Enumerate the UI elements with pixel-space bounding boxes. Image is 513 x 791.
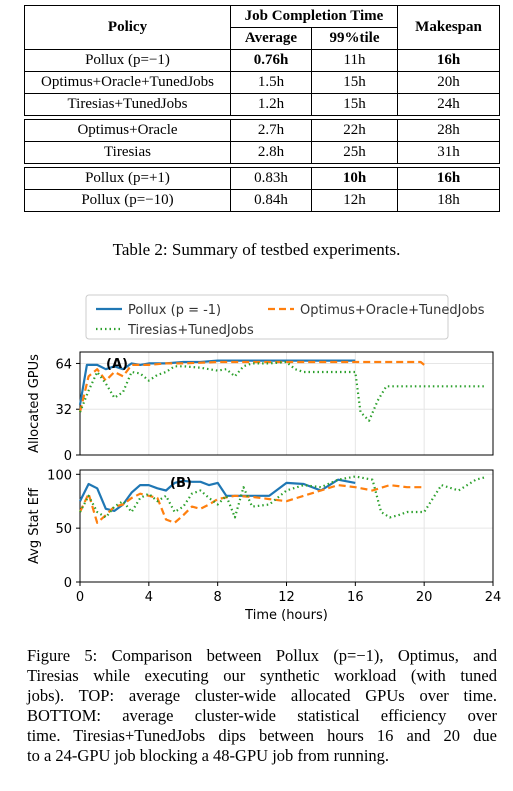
cell-p99: 25h: [311, 141, 398, 164]
caption-line: Figure 5: Comparison between Pollux (p=−…: [27, 646, 497, 665]
cell-avg: 1.2h: [230, 93, 312, 116]
cell-policy: Optimus+Oracle+TunedJobs: [24, 71, 231, 94]
cell-avg: 0.76h: [230, 49, 312, 72]
legend-label-3: Tiresias+TunedJobs: [127, 323, 254, 338]
table-row: Pollux (p=−1) 0.76h 11h 16h: [24, 49, 500, 72]
x-axis-label: Time (hours): [244, 608, 328, 623]
makespan-header: Makespan: [397, 5, 500, 50]
cell-makespan: 24h: [397, 93, 500, 116]
series-line-2: [78, 360, 425, 413]
cell-p99: 10h: [311, 167, 398, 190]
table-body: Pollux (p=+1) 0.83h 10h 16h Pollux (p=−10) 0.…: [24, 167, 500, 212]
panel-b-chart: 0 50 100 Avg Stat Eff (B) 0 4 8 12 16 20 24 Time (ho…: [27, 468, 501, 623]
cell-policy: Pollux (p=−1): [24, 49, 231, 72]
table-caption: Table 2: Summary of testbed experiments.: [112, 240, 401, 259]
caption-line: jobs). TOP: average cluster-wide allocat…: [27, 686, 497, 705]
cell-avg: 2.7h: [230, 119, 312, 142]
cell-p99: 12h: [311, 189, 398, 212]
cell-avg: 1.5h: [230, 71, 312, 94]
cell-avg: 2.8h: [230, 141, 312, 164]
x-tick-label: 16: [347, 590, 364, 605]
legend-label-1: Pollux (p = -1): [128, 303, 221, 318]
cell-policy: Tiresias: [24, 141, 231, 164]
x-tick-label: 24: [485, 590, 502, 605]
series-line-3: [78, 360, 485, 422]
cell-makespan: 28h: [397, 119, 500, 142]
cell-policy: Tiresias+TunedJobs: [24, 93, 231, 116]
caption-line: to a 24-GPU job blocking a 48-GPU job fr…: [27, 746, 390, 765]
summary-table: Policy Job Completion Time Makespan Aver…: [24, 5, 500, 212]
x-tick-label: 4: [145, 590, 153, 605]
cell-policy: Optimus+Oracle: [24, 119, 231, 142]
cell-makespan: 20h: [397, 71, 500, 94]
cell-p99: 15h: [311, 71, 398, 94]
cell-policy: Pollux (p=+1): [24, 167, 231, 190]
caption-line: BOTTOM: average cluster-wide statistical…: [27, 706, 497, 725]
series-line-2: [79, 484, 425, 524]
table-body: Pollux (p=−1) 0.76h 11h 16h Optimus+Oracle+T…: [24, 49, 500, 116]
x-tick-label: 20: [416, 590, 433, 605]
y-tick-label: 50: [55, 522, 72, 537]
cell-avg: 0.84h: [230, 189, 312, 212]
table-row: Tiresias+TunedJobs 1.2h 15h 24h: [24, 93, 500, 116]
panel-label: (A): [106, 357, 128, 372]
cell-p99: 22h: [311, 119, 398, 142]
y-tick-label: 100: [47, 468, 72, 483]
series-line-1: [78, 359, 356, 406]
y-axis-label: Allocated GPUs: [27, 354, 42, 453]
panel-a-chart: 0 32 64 Allocated GPUs (A): [27, 351, 494, 464]
y-tick-label: 0: [64, 576, 72, 591]
y-tick-label: 32: [55, 403, 72, 418]
table-row: Pollux (p=−10) 0.84h 12h 18h: [24, 189, 500, 212]
figure-caption: Figure 5: Comparison between Pollux (p=−…: [27, 646, 497, 766]
figure-5-chart: Pollux (p = -1) Optimus+Oracle+TunedJobs T…: [27, 294, 501, 623]
legend-frame: [85, 294, 449, 340]
series-line-1: [79, 478, 356, 512]
panel-label: (B): [170, 476, 192, 491]
jct-header: Job Completion Time: [230, 5, 398, 28]
table-row: Optimus+Oracle 2.7h 22h 28h: [24, 119, 500, 142]
p99-header: 99%tile: [311, 27, 398, 50]
y-axis-label: Avg Stat Eff: [27, 487, 42, 564]
y-tick-label: 0: [64, 449, 72, 464]
y-tick-label: 64: [55, 357, 72, 372]
cell-makespan: 18h: [397, 189, 500, 212]
cell-policy: Pollux (p=−10): [24, 189, 231, 212]
cell-p99: 11h: [311, 49, 398, 72]
series-line-3: [79, 475, 485, 519]
cell-makespan: 31h: [397, 141, 500, 164]
cell-makespan: 16h: [397, 49, 500, 72]
table-row: Optimus+Oracle+TunedJobs 1.5h 15h 20h: [24, 71, 500, 94]
average-header: Average: [230, 27, 312, 50]
cell-p99: 15h: [311, 93, 398, 116]
x-tick-label: 8: [214, 590, 222, 605]
caption-line: time. Tiresias+TunedJobs dips between ho…: [27, 726, 497, 745]
policy-header: Policy: [24, 5, 231, 50]
table-row: Tiresias 2.8h 25h 31h: [24, 141, 500, 164]
cell-avg: 0.83h: [230, 167, 312, 190]
caption-line: Tiresias while executing our synthetic w…: [27, 666, 497, 685]
chart-legend: Pollux (p = -1) Optimus+Oracle+TunedJobs T…: [85, 294, 485, 340]
cell-makespan: 16h: [397, 167, 500, 190]
legend-label-2: Optimus+Oracle+TunedJobs: [300, 303, 485, 318]
table-row: Pollux (p=+1) 0.83h 10h 16h: [24, 167, 500, 190]
x-tick-label: 12: [278, 590, 295, 605]
table-body: Optimus+Oracle 2.7h 22h 28h Tiresias 2.8h 25h 3…: [24, 119, 500, 164]
x-tick-label: 0: [76, 590, 84, 605]
